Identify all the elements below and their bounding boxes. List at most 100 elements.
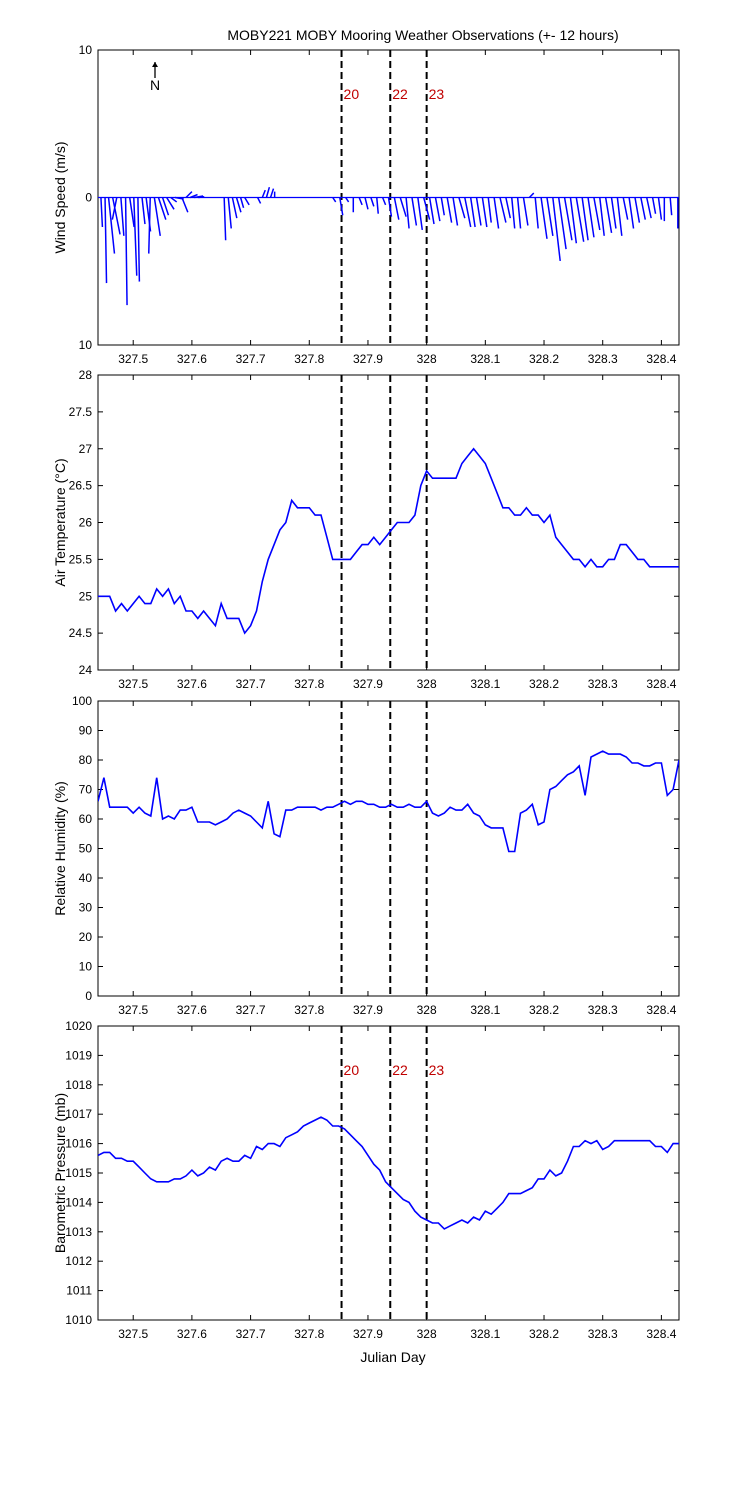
wind-stick — [185, 191, 193, 199]
y-tick-label-pressure: 1014 — [65, 1195, 92, 1209]
wind-stick — [124, 197, 128, 306]
wind-stick — [446, 197, 453, 223]
axes-frame-humidity — [97, 700, 680, 997]
y-tick-label-humidity: 60 — [79, 812, 93, 826]
wind-stick — [505, 197, 512, 219]
wind-stick — [358, 197, 363, 206]
x-tick-label-pressure: 327.9 — [353, 1327, 383, 1341]
y-tick-label-airtemp: 27.5 — [69, 405, 93, 419]
wind-stick — [120, 197, 125, 236]
y-tick-label-humidity: 20 — [79, 930, 93, 944]
wind-stick — [153, 197, 161, 236]
wind-stick — [516, 197, 522, 229]
x-tick-label-humidity: 328.3 — [588, 1003, 618, 1017]
wind-stick — [104, 197, 108, 284]
x-tick-label-humidity: 328.4 — [646, 1003, 676, 1017]
x-tick-label-wind: 327.9 — [353, 352, 383, 366]
wind-stick — [227, 197, 232, 229]
y-tick-label-airtemp: 26.5 — [69, 479, 93, 493]
event-marker-label-23: 23 — [429, 86, 445, 102]
wind-stick — [387, 197, 393, 217]
x-tick-label-humidity: 327.7 — [236, 1003, 266, 1017]
event-marker-label-20: 20 — [344, 1062, 360, 1078]
x-tick-label-pressure: 328.3 — [588, 1327, 618, 1341]
wind-stick — [487, 197, 492, 223]
y-tick-label-pressure: 1011 — [66, 1284, 92, 1298]
event-marker-label-22: 22 — [392, 86, 408, 102]
wind-stick — [540, 197, 548, 239]
wind-stick — [622, 197, 629, 220]
event-marker-label-23: 23 — [429, 1062, 445, 1078]
x-tick-label-humidity: 327.9 — [353, 1003, 383, 1017]
panel-wind: 327.5 327.6 327.7 327.8 327.9 328 328.1 328.2 32… — [52, 43, 680, 366]
x-tick-label-airtemp: 328.4 — [646, 677, 676, 691]
x-tick-label-wind: 327.6 — [177, 352, 207, 366]
wind-stick — [128, 197, 135, 228]
x-tick-label-pressure: 328.2 — [529, 1327, 559, 1341]
wind-stick — [231, 197, 238, 219]
x-tick-label-wind: 328.2 — [529, 352, 559, 366]
data-humidity — [98, 750, 679, 853]
y-axis-label-humidity: Relative Humidity (%) — [52, 781, 68, 916]
wind-stick — [405, 197, 410, 229]
x-tick-label-airtemp: 327.7 — [236, 677, 266, 691]
y-tick-label-humidity: 0 — [85, 989, 92, 1003]
y-tick-label-humidity: 30 — [79, 901, 93, 915]
x-tick-label-airtemp: 327.5 — [118, 677, 148, 691]
y-tick-label-pressure: 1012 — [65, 1254, 92, 1268]
wind-stick — [269, 188, 275, 198]
series-line-airtemp — [98, 447, 679, 635]
wind-stick — [381, 197, 387, 206]
wind-stick — [417, 197, 424, 231]
x-tick-label-airtemp: 327.6 — [177, 677, 207, 691]
x-tick-label-wind: 328.1 — [470, 352, 500, 366]
x-tick-label-pressure: 327.7 — [236, 1327, 266, 1341]
wind-stick — [141, 197, 146, 225]
panel-pressure: 327.5 327.6 327.7 327.8 327.9 328 328.1 328.2 32… — [52, 1019, 680, 1341]
wind-stick — [469, 197, 476, 228]
y-tick-label-humidity: 70 — [79, 783, 93, 797]
x-tick-label-humidity: 328.2 — [529, 1003, 559, 1017]
panels: 327.5 327.6 327.7 327.8 327.9 328 328.1 328.2 32… — [52, 43, 680, 1341]
wind-stick — [669, 197, 673, 216]
axes-frame-airtemp — [97, 374, 680, 671]
event-marker-label-22: 22 — [392, 1062, 408, 1078]
wind-stick — [137, 197, 141, 282]
wind-stick — [107, 197, 116, 254]
panel-humidity: 327.5 327.6 327.7 327.8 327.9 328 328.1 328.2 32… — [52, 694, 680, 1017]
x-tick-label-wind: 327.8 — [294, 352, 324, 366]
x-tick-label-airtemp: 328.3 — [588, 677, 618, 691]
y-tick-label-humidity: 100 — [72, 694, 92, 708]
wind-stick — [552, 197, 561, 262]
y-tick-label-airtemp: 24.5 — [69, 626, 93, 640]
wind-stick — [464, 197, 472, 228]
wind-stick — [428, 197, 435, 225]
x-tick-label-humidity: 327.6 — [177, 1003, 207, 1017]
wind-stick — [610, 197, 617, 229]
y-tick-label-humidity: 90 — [79, 724, 93, 738]
x-tick-label-wind: 327.7 — [236, 352, 266, 366]
wind-stick — [493, 197, 500, 229]
x-tick-label-wind: 327.5 — [118, 352, 148, 366]
wind-stick — [161, 197, 170, 216]
axes-frame-pressure — [97, 1025, 680, 1321]
wind-stick — [239, 197, 245, 209]
wind-stick — [616, 197, 623, 236]
x-tick-label-pressure: 328.4 — [646, 1327, 676, 1341]
wind-stick — [528, 192, 535, 199]
y-tick-label-pressure: 1020 — [65, 1019, 92, 1033]
wind-stick — [370, 197, 375, 207]
wind-stick — [651, 197, 657, 214]
wind-stick — [166, 197, 175, 210]
x-tick-label-pressure: 327.8 — [294, 1327, 324, 1341]
north-label: N — [150, 77, 160, 93]
data-airtemp — [98, 447, 679, 635]
y-tick-label-wind: 10 — [79, 338, 93, 352]
wind-stick — [475, 197, 482, 226]
x-tick-label-airtemp: 328.1 — [470, 677, 500, 691]
y-tick-label-wind: 10 — [79, 43, 93, 57]
wind-stick — [440, 197, 446, 216]
wind-stick — [345, 197, 350, 203]
y-tick-label-humidity: 50 — [79, 842, 93, 856]
wind-stick — [244, 197, 250, 206]
